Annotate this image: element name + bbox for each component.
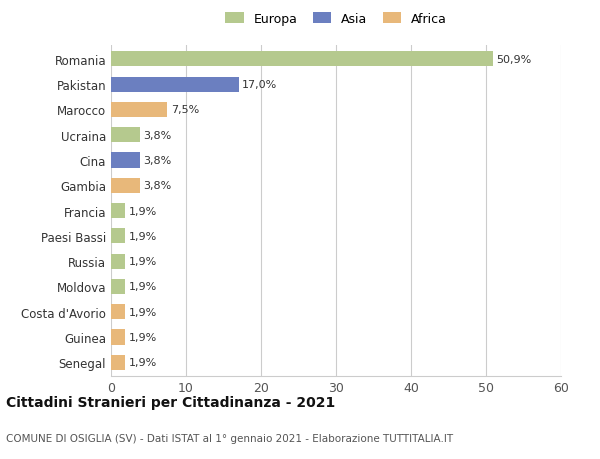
Bar [111, 279, 125, 294]
Text: 3,8%: 3,8% [143, 156, 172, 166]
Text: 3,8%: 3,8% [143, 130, 172, 140]
Text: Cittadini Stranieri per Cittadinanza - 2021: Cittadini Stranieri per Cittadinanza - 2… [6, 395, 335, 409]
Legend: Europa, Asia, Africa: Europa, Asia, Africa [221, 9, 451, 30]
Bar [111, 78, 239, 93]
Text: 1,9%: 1,9% [129, 231, 157, 241]
Text: COMUNE DI OSIGLIA (SV) - Dati ISTAT al 1° gennaio 2021 - Elaborazione TUTTITALIA: COMUNE DI OSIGLIA (SV) - Dati ISTAT al 1… [6, 433, 453, 442]
Bar [111, 52, 493, 67]
Text: 1,9%: 1,9% [129, 257, 157, 267]
Bar [111, 153, 139, 168]
Bar [111, 229, 125, 244]
Text: 17,0%: 17,0% [242, 80, 277, 90]
Text: 1,9%: 1,9% [129, 332, 157, 342]
Text: 50,9%: 50,9% [497, 55, 532, 65]
Bar [111, 254, 125, 269]
Bar [111, 355, 125, 370]
Text: 1,9%: 1,9% [129, 307, 157, 317]
Bar [111, 304, 125, 319]
Bar [111, 204, 125, 218]
Text: 1,9%: 1,9% [129, 358, 157, 368]
Bar [111, 330, 125, 345]
Text: 3,8%: 3,8% [143, 181, 172, 191]
Text: 7,5%: 7,5% [171, 105, 199, 115]
Bar [111, 179, 139, 194]
Bar [111, 103, 167, 118]
Bar [111, 128, 139, 143]
Text: 1,9%: 1,9% [129, 206, 157, 216]
Text: 1,9%: 1,9% [129, 282, 157, 292]
